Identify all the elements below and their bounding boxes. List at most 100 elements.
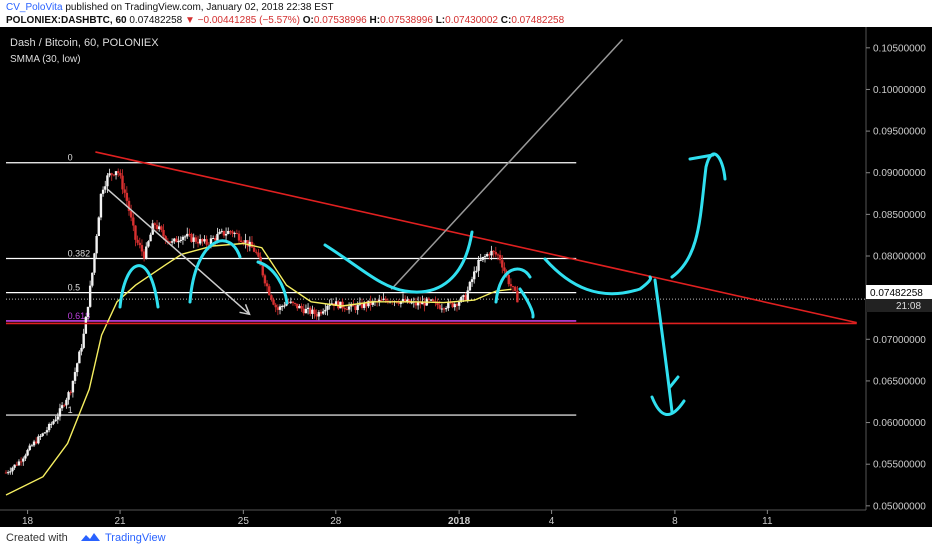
smma-line <box>5 242 512 496</box>
fibonacci-retracement[interactable]: 0 0.382 0.5 0.618 1 <box>6 153 866 416</box>
candle-body <box>242 241 245 243</box>
candle-body <box>43 432 47 434</box>
candle-body <box>13 464 16 468</box>
candle-body <box>157 226 161 230</box>
open-label: O: <box>302 15 314 26</box>
trend-lines[interactable] <box>6 38 857 325</box>
candle-body <box>345 309 349 311</box>
publish-line: CV_PoloVita published on TradingView.com… <box>6 2 334 13</box>
candle-body <box>250 241 254 248</box>
candle-body <box>259 256 262 266</box>
candle-body <box>88 285 92 307</box>
candle-body <box>65 399 68 406</box>
fib-level-label: 0.618 <box>68 311 91 321</box>
candle-body <box>280 305 284 307</box>
x-tick-label: 2018 <box>448 516 471 527</box>
price-axis[interactable]: 0.10500000 0.10000000 0.09500000 0.09000000… <box>865 27 926 512</box>
candle-body <box>35 441 38 444</box>
candle-body <box>30 445 34 447</box>
candle-body <box>367 300 370 307</box>
candle-body <box>190 234 193 242</box>
candle-body <box>341 301 344 309</box>
candle-body <box>296 303 299 309</box>
high-value: 0.07538996 <box>380 15 433 26</box>
candle-body <box>17 461 21 466</box>
candle-body <box>444 308 448 310</box>
candle-body <box>382 298 385 300</box>
last-price: 0.07482258 <box>129 15 183 26</box>
candle-body <box>78 351 81 364</box>
candle-body <box>334 301 338 306</box>
candle-body <box>71 380 75 393</box>
candle-body <box>447 301 450 309</box>
freehand-drawings[interactable] <box>118 152 727 416</box>
candle-body <box>268 286 271 296</box>
candle-body <box>473 271 476 280</box>
arrowhead-icon <box>239 304 251 316</box>
candle-body <box>466 290 469 301</box>
candle-body <box>47 424 51 431</box>
plot-background <box>6 27 866 510</box>
candle-body <box>330 303 334 305</box>
candle-body <box>283 305 286 307</box>
close-label: C: <box>500 15 512 26</box>
x-tick-label: 8 <box>672 516 678 527</box>
candle-body <box>397 302 400 304</box>
author-link[interactable]: CV_PoloVita <box>6 2 63 13</box>
candle-body <box>183 236 187 238</box>
x-tick-label: 25 <box>238 516 250 527</box>
candle-body <box>93 253 96 273</box>
candle-body <box>166 240 170 242</box>
candle-body <box>205 239 208 245</box>
low-value: 0.07430002 <box>445 15 498 26</box>
candle-body <box>101 189 105 194</box>
candle-body <box>196 241 200 244</box>
candle-body <box>129 210 133 218</box>
candle-body <box>436 301 439 306</box>
candle-body <box>274 304 277 308</box>
candle-body <box>319 312 323 314</box>
price-chart[interactable]: 0 0.382 0.5 0.618 1 0.10500000 0.10000000 0.09… <box>0 27 932 527</box>
candle-body <box>54 419 57 422</box>
time-axis[interactable]: 18 21 25 28 2018 4 8 11 <box>0 509 866 527</box>
candle-body <box>134 225 137 240</box>
candle-body <box>41 433 44 436</box>
tradingview-link[interactable]: TradingView <box>105 532 166 544</box>
candle-body <box>416 302 420 306</box>
down-arrow-icon: ▼ <box>184 15 195 26</box>
candle-body <box>220 230 223 232</box>
fib-level-label: 1 <box>68 405 73 415</box>
drawing-curve <box>494 267 532 304</box>
candle-body <box>145 246 148 259</box>
y-tick-label: 0.09500000 <box>873 127 926 138</box>
candle-body <box>147 241 150 247</box>
candle-body <box>496 254 500 256</box>
candle-body <box>453 304 457 308</box>
candle-body <box>192 237 195 242</box>
candle-body <box>11 467 14 472</box>
candle-body <box>201 239 204 242</box>
candle-body <box>170 241 174 243</box>
candle-body <box>76 363 79 373</box>
candle-body <box>140 245 144 252</box>
candle-body <box>125 192 129 201</box>
candle-body <box>32 441 36 446</box>
candle-body <box>315 313 318 317</box>
candle-body <box>427 298 431 300</box>
candle-body <box>276 307 280 310</box>
candle-body <box>110 173 113 175</box>
drawing-curve <box>323 230 474 294</box>
header-bar: CV_PoloVita published on TradingView.com… <box>0 0 932 27</box>
candle-body <box>492 250 495 252</box>
candle-body <box>464 295 467 301</box>
candle-body <box>399 301 403 304</box>
candle-body <box>365 302 368 307</box>
last-price-badge: 0.07482258 <box>866 285 932 299</box>
candle-body <box>188 233 191 235</box>
tradingview-logo-icon <box>81 533 100 541</box>
candle-body <box>309 307 312 314</box>
candle-body <box>356 304 359 311</box>
candle-body <box>229 231 232 233</box>
drawing-curve <box>543 257 652 296</box>
drawing-curve <box>188 239 242 304</box>
